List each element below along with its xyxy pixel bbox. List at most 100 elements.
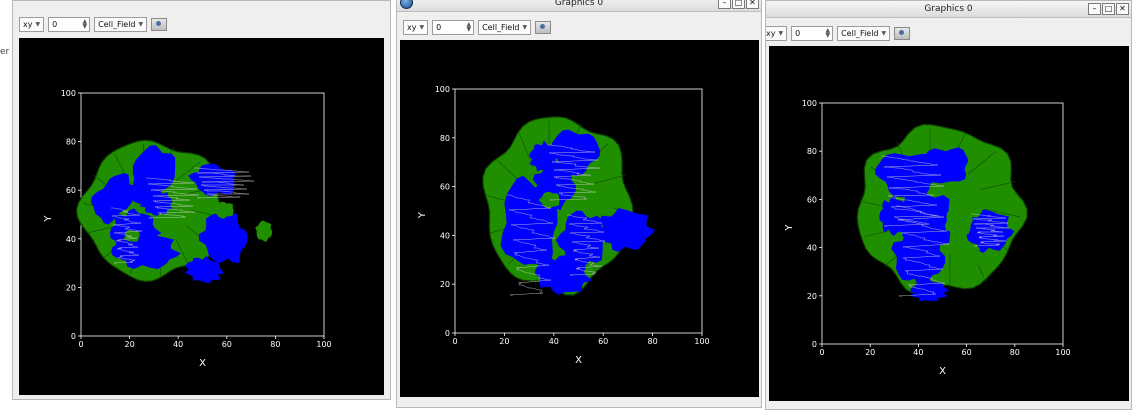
cell-border <box>175 239 190 267</box>
cell-region-green <box>212 201 234 219</box>
cell-region-blue <box>91 173 138 225</box>
screenshot-camera-icon[interactable] <box>894 26 911 40</box>
field-select[interactable]: Cell_Field ▼ <box>94 16 148 32</box>
desktop-edge-text: er <box>0 47 10 57</box>
screenshot-camera-icon[interactable] <box>151 17 168 31</box>
y-tick-label: 100 <box>435 85 450 94</box>
plot-canvas-1[interactable]: 0 20 40 60 80 100 0 20 40 60 80 100 X Y <box>19 38 384 395</box>
desktop-edge: er <box>0 0 12 410</box>
y-tick-label: 40 <box>66 235 76 244</box>
plane-select[interactable]: xy ▼ <box>19 16 45 32</box>
close-icon[interactable]: ✕ <box>746 0 759 9</box>
y-tick-label: 40 <box>807 244 817 253</box>
graphics-window-1[interactable]: xy ▼ 0 ▲ ▼ Cell_Field ▼ 0 20 40 60 80 100 0 20 40 60 8… <box>12 0 391 400</box>
slice-value: 0 <box>52 19 58 29</box>
x-tick-label: 40 <box>913 348 923 357</box>
cell-membrane-trace <box>567 214 606 276</box>
cell-region-blue <box>130 145 176 206</box>
x-tick-label: 80 <box>270 340 280 349</box>
y-axis-label: Y <box>43 215 54 223</box>
x-tick-label: 60 <box>222 340 232 349</box>
x-tick-label: 20 <box>865 348 875 357</box>
x-tick-label: 40 <box>173 340 183 349</box>
maximize-icon[interactable]: □ <box>732 0 745 9</box>
y-tick-label: 60 <box>807 195 817 204</box>
slice-value: 0 <box>436 22 442 32</box>
y-axis-label: Y <box>417 211 428 219</box>
chevron-down-icon: ▼ <box>778 29 784 37</box>
field-value: Cell_Field <box>482 22 520 32</box>
cell-border <box>594 174 626 184</box>
y-tick-label: 0 <box>812 340 817 349</box>
spin-arrows-icon[interactable]: ▲ ▼ <box>466 21 472 33</box>
x-tick-label: 100 <box>1055 348 1070 357</box>
window-controls: – □ ✕ <box>1088 3 1129 15</box>
y-tick-label: 60 <box>66 186 76 195</box>
cell-border <box>980 181 1016 190</box>
y-tick-label: 80 <box>66 138 76 147</box>
cell-membrane-trace <box>194 167 255 199</box>
slice-spinbox[interactable]: 0 ▲ ▼ <box>48 16 91 32</box>
chevron-down-icon: ▼ <box>419 23 425 31</box>
cell-border <box>175 162 201 181</box>
graphics-window-3[interactable]: Graphics 0 – □ ✕ xy ▼ 0 ▲ ▼ Cell_Field ▼ 0 20… <box>765 0 1132 410</box>
y-tick-label: 20 <box>807 292 817 301</box>
minimize-icon[interactable]: – <box>718 0 731 9</box>
slice-spinbox[interactable]: 0 ▲ ▼ <box>791 25 834 41</box>
field-value: Cell_Field <box>841 28 879 38</box>
x-tick-label: 60 <box>598 337 608 346</box>
cell-border <box>518 133 534 168</box>
cell-region-blue <box>188 163 236 197</box>
x-axis-label: X <box>575 355 582 366</box>
cell-region-blue <box>910 279 950 302</box>
y-tick-label: 0 <box>445 329 450 338</box>
cell-membrane-trace <box>507 194 556 296</box>
field-value: Cell_Field <box>98 19 136 29</box>
cell-region-green <box>944 206 973 235</box>
toolbar-1: xy ▼ 0 ▲ ▼ Cell_Field ▼ <box>19 14 168 34</box>
x-tick-label: 80 <box>648 337 658 346</box>
plane-select[interactable]: xy ▼ <box>766 25 788 41</box>
cell-field-plot: 0 20 40 60 80 100 0 20 40 60 80 100 X Y <box>784 99 1071 377</box>
x-tick-label: 100 <box>316 340 331 349</box>
cell-membrane-trace <box>971 213 1009 247</box>
x-axis-label: X <box>939 366 946 377</box>
slice-value: 0 <box>795 28 801 38</box>
titlebar-3[interactable]: Graphics 0 – □ ✕ <box>766 1 1131 18</box>
close-icon[interactable]: ✕ <box>1116 3 1129 15</box>
y-tick-label: 0 <box>71 332 76 341</box>
minimize-icon[interactable]: – <box>1088 3 1101 15</box>
y-tick-label: 40 <box>440 231 450 240</box>
spin-arrows-icon[interactable]: ▲ ▼ <box>82 18 88 30</box>
cell-region-green <box>955 243 981 270</box>
cell-region-green <box>592 189 617 210</box>
cell-region-blue <box>184 256 224 283</box>
plane-select[interactable]: xy ▼ <box>403 19 429 35</box>
slice-spinbox[interactable]: 0 ▲ ▼ <box>432 19 475 35</box>
maximize-icon[interactable]: □ <box>1102 3 1115 15</box>
graphics-window-2[interactable]: Graphics 0 – □ ✕ xy ▼ 0 ▲ ▼ Cell_Field ▼ 0 20… <box>396 0 762 408</box>
x-tick-label: 20 <box>125 340 135 349</box>
x-tick-label: 20 <box>499 337 509 346</box>
cell-membrane-trace <box>111 207 143 264</box>
cell-membrane-trace <box>146 177 200 219</box>
plane-value: xy <box>407 22 417 32</box>
app-icon <box>400 0 413 9</box>
y-tick-label: 80 <box>440 134 450 143</box>
field-select[interactable]: Cell_Field ▼ <box>478 19 532 35</box>
cell-region-blue <box>966 209 1015 253</box>
field-select[interactable]: Cell_Field ▼ <box>837 25 891 41</box>
x-tick-label: 100 <box>694 337 709 346</box>
x-tick-label: 60 <box>962 348 972 357</box>
cell-membrane-trace <box>547 144 601 201</box>
cell-region-blue <box>139 190 173 216</box>
plot-canvas-3[interactable]: 0 20 40 60 80 100 0 20 40 60 80 100 X Y <box>769 46 1129 401</box>
spin-arrows-icon[interactable]: ▲ ▼ <box>825 27 831 39</box>
x-tick-label: 0 <box>78 340 83 349</box>
x-tick-label: 0 <box>452 337 457 346</box>
titlebar-2[interactable]: Graphics 0 – □ ✕ <box>397 0 761 12</box>
y-tick-label: 20 <box>440 280 450 289</box>
cell-region-blue <box>598 208 655 252</box>
screenshot-camera-icon[interactable] <box>535 20 552 34</box>
plot-canvas-2[interactable]: 0 20 40 60 80 100 0 20 40 60 80 100 X Y <box>400 40 759 397</box>
